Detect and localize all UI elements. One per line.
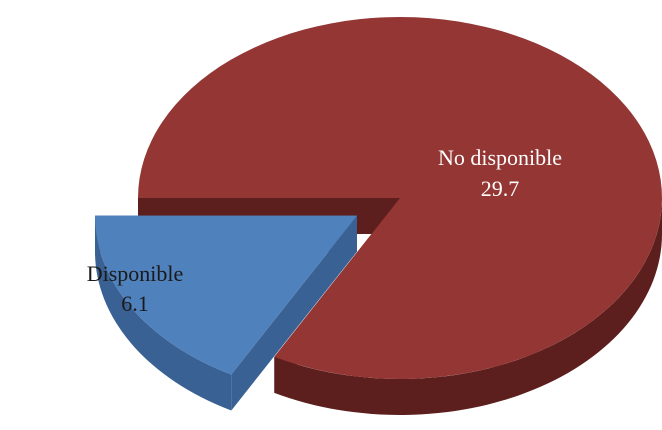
- slice-rim-disponible-0: [94, 215, 232, 411]
- slice-wall-disponible-0: [231, 215, 357, 411]
- slice-value-disponible: 6.1: [121, 291, 149, 316]
- pie-slices: [94, 17, 662, 416]
- slice-top-disponible: [94, 215, 357, 375]
- slice-label-no-disponible: No disponible: [438, 145, 562, 170]
- pie-labels: No disponible 29.7 Disponible 6.1: [87, 145, 562, 316]
- slice-top-no-disponible: [138, 17, 662, 380]
- slice-value-no-disponible: 29.7: [481, 176, 520, 201]
- slice-label-disponible: Disponible: [87, 261, 184, 286]
- slice-rim-no-disponible-0: [274, 198, 662, 416]
- slice-disponible: [94, 215, 357, 411]
